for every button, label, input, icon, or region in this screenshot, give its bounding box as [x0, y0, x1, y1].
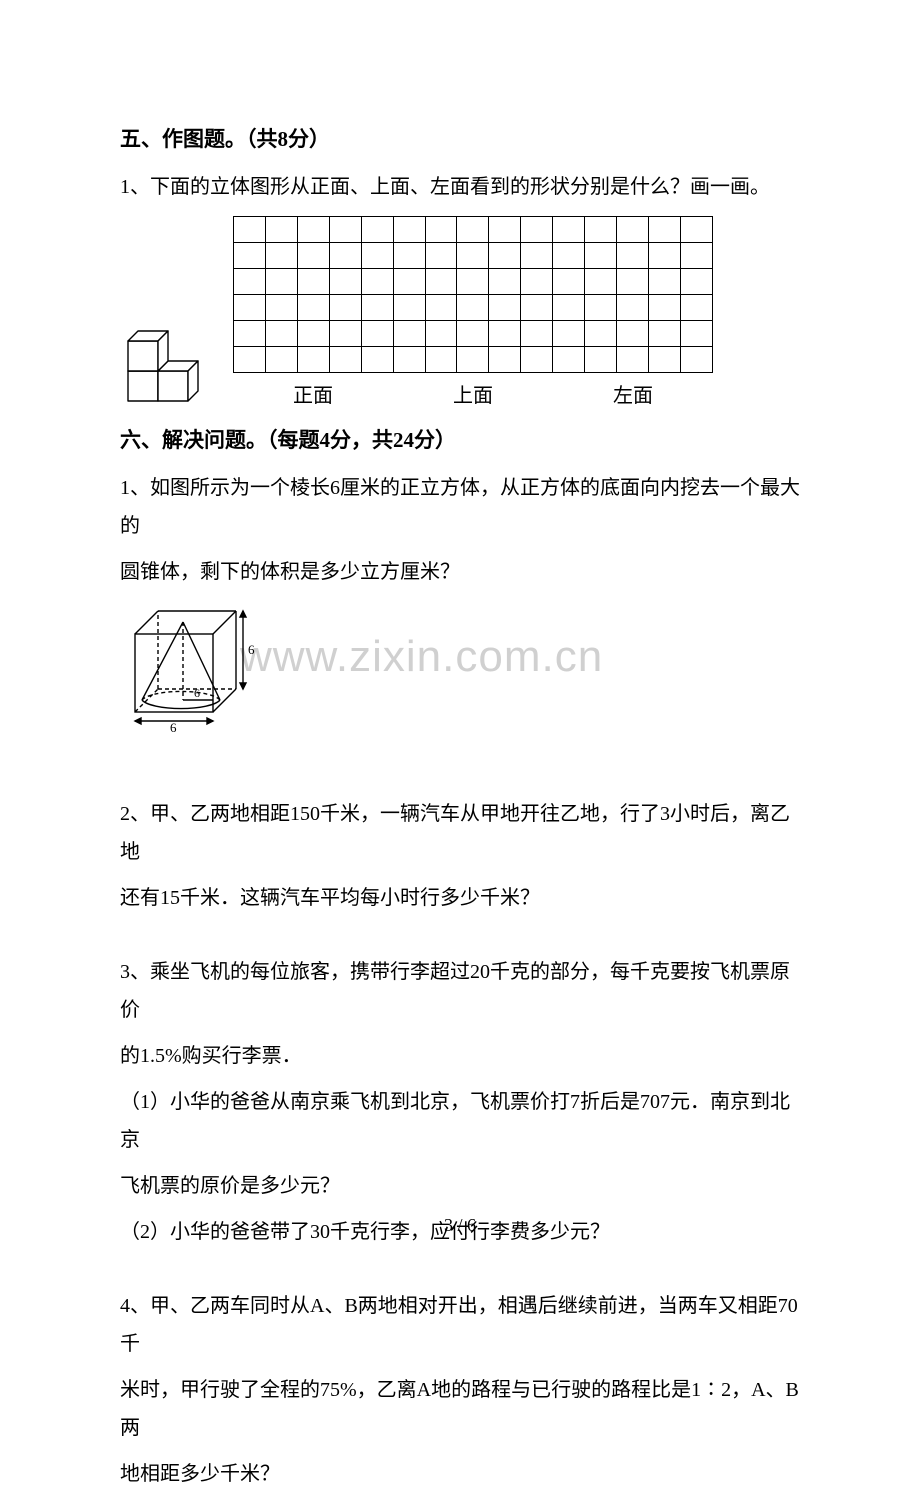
section6-q3-sub2: （2）小华的爸爸带了30千克行李，应付行李费多少元？ — [120, 1213, 800, 1251]
section6-q1-line2: 圆锥体，剩下的体积是多少立方厘米？ — [120, 553, 800, 591]
grid-labels: 正面 上面 左面 — [233, 377, 713, 415]
section6-q4-line1: 4、甲、乙两车同时从A、B两地相对开出，相遇后继续前进，当两车又相距70千 — [120, 1287, 800, 1363]
label-front: 正面 — [233, 377, 393, 415]
section6-q4-line2: 米时，甲行驶了全程的75%，乙离A地的路程与已行驶的路程比是1∶2，A、B两 — [120, 1371, 800, 1447]
svg-text:6: 6 — [194, 686, 200, 700]
svg-text:6: 6 — [170, 720, 177, 734]
label-left: 左面 — [553, 377, 713, 415]
section6-q1-line1: 1、如图所示为一个棱长6厘米的正立方体，从正方体的底面向内挖去一个最大的 — [120, 469, 800, 545]
section6-q4-line3: 地相距多少千米？ — [120, 1455, 800, 1493]
section6-q2-line1: 2、甲、乙两地相距150千米，一辆汽车从甲地开往乙地，行了3小时后，离乙地 — [120, 795, 800, 871]
section5-title: 五、作图题。（共8分） — [120, 120, 800, 160]
section5-q1: 1、下面的立体图形从正面、上面、左面看到的形状分别是什么？画一画。 — [120, 168, 800, 206]
cubes-3d-figure — [120, 311, 215, 411]
section6-q3-sub1-line1: （1）小华的爸爸从南京乘飞机到北京，飞机票价打7折后是707元．南京到北京 — [120, 1083, 800, 1159]
svg-text:6: 6 — [248, 642, 255, 657]
section6-title: 六、解决问题。（每题4分，共24分） — [120, 421, 800, 461]
grid-container: 正面 上面 左面 — [233, 216, 800, 415]
section6-q3-line2: 的1.5%购买行李票． — [120, 1037, 800, 1075]
label-top: 上面 — [393, 377, 553, 415]
answer-grid — [233, 216, 713, 373]
section6-q2-line2: 还有15千米．这辆汽车平均每小时行多少千米？ — [120, 879, 800, 917]
figure-row: 正面 上面 左面 — [120, 216, 800, 415]
section6-q3-line1: 3、乘坐飞机的每位旅客，携带行李超过20千克的部分，每千克要按飞机票原价 — [120, 953, 800, 1029]
page-content: 五、作图题。（共8分） 1、下面的立体图形从正面、上面、左面看到的形状分别是什么… — [120, 120, 800, 1493]
section6-q3-sub1-line2: 飞机票的原价是多少元？ — [120, 1167, 800, 1205]
cone-cube-figure: 6 6 6 — [120, 599, 255, 734]
